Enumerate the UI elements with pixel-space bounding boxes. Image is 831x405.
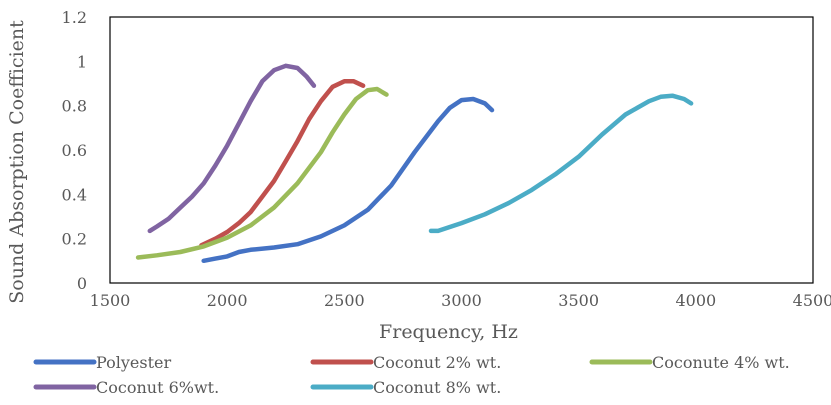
series-line-1 [199, 79, 366, 248]
x-tick-label: 3500 [558, 291, 599, 310]
x-tick-label: 4500 [793, 291, 831, 310]
x-tick-label: 1500 [90, 291, 131, 310]
series-line-2 [135, 86, 389, 260]
y-axis-ticks: 0 0.2 0.4 0.6 0.8 1 1.2 [62, 8, 87, 293]
x-tick-label: 2000 [207, 291, 248, 310]
x-tick-label: 4000 [675, 291, 716, 310]
y-tick-label: 0.4 [62, 185, 87, 204]
y-tick-label: 1.2 [62, 8, 87, 27]
y-tick-label: 0.2 [62, 230, 87, 249]
legend-label: Polyester [96, 353, 171, 372]
x-tick-label: 3000 [441, 291, 482, 310]
y-axis-title: Sound Absorption Coefficient [6, 20, 28, 304]
series-line-3 [147, 63, 317, 234]
x-axis-title: Frequency, Hz [379, 321, 518, 343]
legend-label: Coconut 2% wt. [373, 353, 501, 372]
legend: Polyester Coconut 2% wt. Coconute 4% wt. Co… [33, 353, 790, 397]
x-axis-ticks: 1500 2000 2500 3000 3500 4000 4500 [90, 291, 831, 310]
series-line-0 [201, 96, 495, 264]
legend-label: Coconut 6%wt. [96, 378, 219, 397]
legend-label: Coconut 8% wt. [373, 378, 501, 397]
series-line-4 [428, 93, 694, 234]
series-lines [135, 63, 694, 264]
y-tick-label: 0.8 [62, 97, 87, 116]
y-tick-label: 0.6 [62, 141, 87, 160]
y-tick-label: 1 [77, 52, 87, 71]
plot-area [109, 16, 814, 284]
y-tick-label: 0 [77, 274, 87, 293]
x-tick-label: 2500 [324, 291, 365, 310]
legend-label: Coconute 4% wt. [652, 353, 790, 372]
